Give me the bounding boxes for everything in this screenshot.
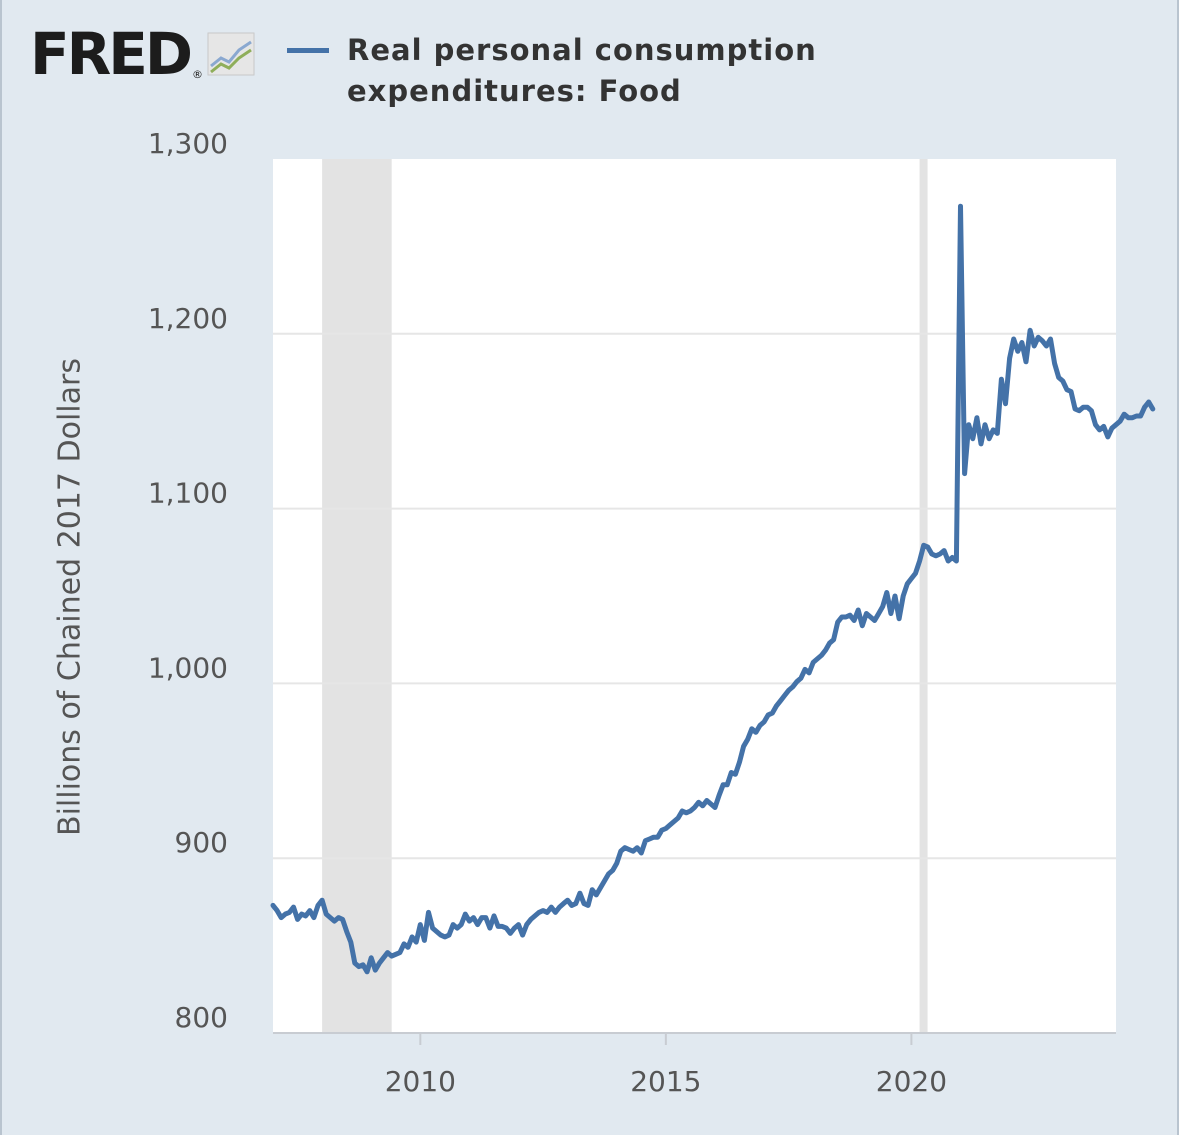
legend-label: Real personal consumption expenditures: …	[347, 33, 817, 108]
recession-band	[919, 159, 928, 1033]
fred-logo-text: FRED	[30, 20, 193, 88]
fred-logo[interactable]: FRED ®	[30, 22, 255, 86]
x-tick-label: 2020	[876, 1065, 947, 1098]
x-tick-label: 2010	[385, 1065, 456, 1098]
y-tick-label: 1,000	[148, 651, 228, 684]
chart-trend-icon	[207, 32, 255, 80]
y-tick-label: 800	[175, 1001, 228, 1034]
plot-area	[273, 159, 1116, 1033]
series-line	[270, 203, 1156, 975]
y-tick-label: 1,100	[148, 477, 228, 510]
legend-swatch	[287, 48, 329, 53]
y-tick-label: 1,200	[148, 302, 228, 335]
recession-band	[322, 159, 392, 1033]
y-tick-label: 1,300	[148, 127, 228, 160]
y-tick-label: 900	[175, 826, 228, 859]
registered-mark: ®	[192, 68, 204, 81]
chart-legend: Real personal consumption expenditures: …	[287, 30, 1067, 112]
x-tick-label: 2015	[630, 1065, 701, 1098]
